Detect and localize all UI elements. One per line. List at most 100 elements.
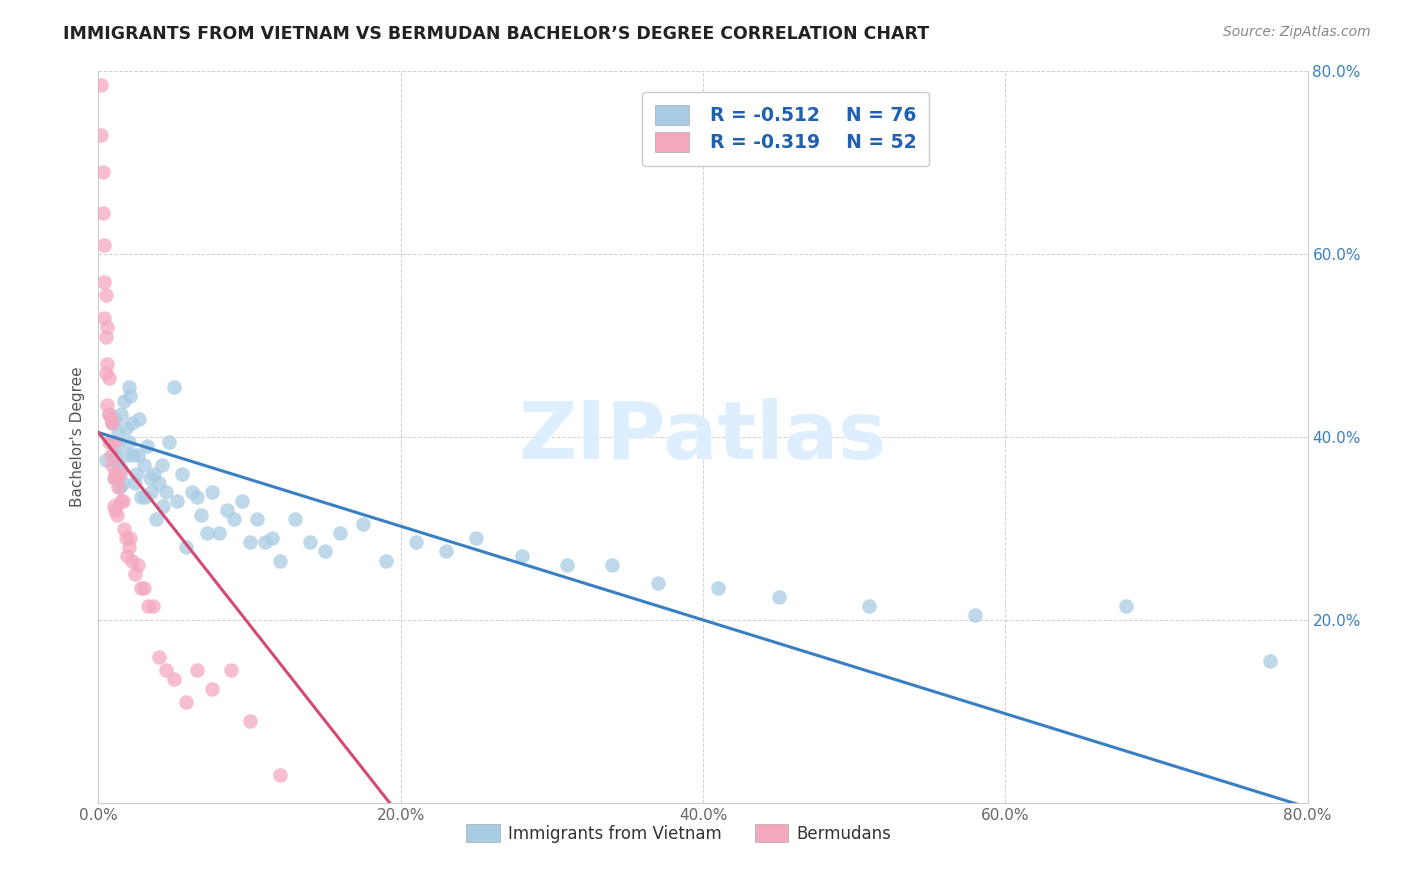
Point bbox=[120, 389, 142, 403]
Legend: Immigrants from Vietnam, Bermudans: Immigrants from Vietnam, Bermudans bbox=[460, 818, 898, 849]
Point bbox=[201, 681, 224, 696]
Point bbox=[239, 535, 262, 549]
Point bbox=[100, 434, 122, 449]
Point bbox=[186, 663, 208, 677]
Point bbox=[103, 448, 125, 462]
Point bbox=[190, 508, 212, 522]
Point bbox=[768, 590, 790, 604]
Point bbox=[108, 480, 131, 494]
Point bbox=[174, 540, 197, 554]
Point bbox=[96, 357, 118, 371]
Point bbox=[132, 581, 155, 595]
Point bbox=[155, 663, 177, 677]
Point bbox=[329, 526, 352, 541]
Point bbox=[152, 499, 174, 513]
Point bbox=[110, 407, 132, 421]
Point bbox=[253, 535, 276, 549]
Point bbox=[465, 531, 488, 545]
Point bbox=[94, 453, 117, 467]
Point bbox=[647, 576, 669, 591]
Point bbox=[110, 462, 132, 476]
Point bbox=[129, 581, 152, 595]
Point bbox=[98, 370, 121, 384]
Point bbox=[136, 599, 159, 614]
Point bbox=[143, 467, 166, 481]
Point bbox=[314, 544, 336, 558]
Point bbox=[100, 448, 122, 462]
Point bbox=[555, 558, 578, 573]
Point bbox=[93, 275, 115, 289]
Point bbox=[284, 512, 307, 526]
Point bbox=[98, 434, 121, 449]
Point bbox=[115, 549, 138, 563]
Point bbox=[124, 475, 146, 490]
Point bbox=[181, 485, 204, 500]
Point bbox=[163, 380, 186, 394]
Point bbox=[107, 480, 129, 494]
Point bbox=[269, 553, 291, 567]
Point bbox=[93, 238, 115, 252]
Point bbox=[231, 494, 253, 508]
Point bbox=[186, 490, 208, 504]
Point bbox=[159, 434, 181, 449]
Point bbox=[91, 206, 114, 220]
Point bbox=[111, 494, 134, 508]
Point bbox=[98, 407, 121, 421]
Point bbox=[104, 412, 127, 426]
Point bbox=[101, 417, 124, 431]
Point bbox=[104, 467, 127, 481]
Point bbox=[98, 407, 121, 421]
Point bbox=[201, 485, 224, 500]
Point bbox=[112, 521, 135, 535]
Point bbox=[94, 288, 117, 302]
Point bbox=[93, 311, 115, 326]
Point bbox=[101, 417, 124, 431]
Text: ZIPatlas: ZIPatlas bbox=[519, 398, 887, 476]
Point bbox=[155, 485, 177, 500]
Point bbox=[105, 439, 128, 453]
Point bbox=[139, 471, 162, 485]
Point bbox=[405, 535, 427, 549]
Point bbox=[105, 508, 128, 522]
Point bbox=[262, 531, 284, 545]
Point bbox=[142, 599, 165, 614]
Point bbox=[510, 549, 533, 563]
Point bbox=[1115, 599, 1137, 614]
Point bbox=[965, 608, 987, 623]
Point bbox=[120, 531, 142, 545]
Point bbox=[150, 458, 173, 472]
Point bbox=[105, 471, 128, 485]
Point bbox=[239, 714, 262, 728]
Point bbox=[1258, 654, 1281, 668]
Point bbox=[122, 448, 145, 462]
Point bbox=[135, 439, 157, 453]
Point bbox=[91, 165, 114, 179]
Point bbox=[246, 512, 269, 526]
Point bbox=[121, 553, 143, 567]
Point bbox=[858, 599, 880, 614]
Point bbox=[100, 412, 122, 426]
Point bbox=[114, 531, 136, 545]
Point bbox=[103, 434, 125, 449]
Point bbox=[602, 558, 624, 573]
Point bbox=[134, 490, 156, 504]
Point bbox=[118, 434, 141, 449]
Point bbox=[118, 540, 141, 554]
Point bbox=[96, 398, 118, 412]
Point bbox=[112, 393, 135, 408]
Point bbox=[127, 448, 149, 462]
Point bbox=[163, 673, 186, 687]
Point bbox=[269, 768, 291, 782]
Point bbox=[107, 425, 129, 440]
Point bbox=[224, 512, 246, 526]
Point bbox=[707, 581, 730, 595]
Point bbox=[195, 526, 218, 541]
Point bbox=[148, 475, 170, 490]
Text: Source: ZipAtlas.com: Source: ZipAtlas.com bbox=[1223, 25, 1371, 39]
Point bbox=[121, 417, 143, 431]
Point bbox=[103, 499, 125, 513]
Point bbox=[148, 649, 170, 664]
Point bbox=[434, 544, 457, 558]
Point bbox=[115, 448, 138, 462]
Point bbox=[352, 516, 374, 531]
